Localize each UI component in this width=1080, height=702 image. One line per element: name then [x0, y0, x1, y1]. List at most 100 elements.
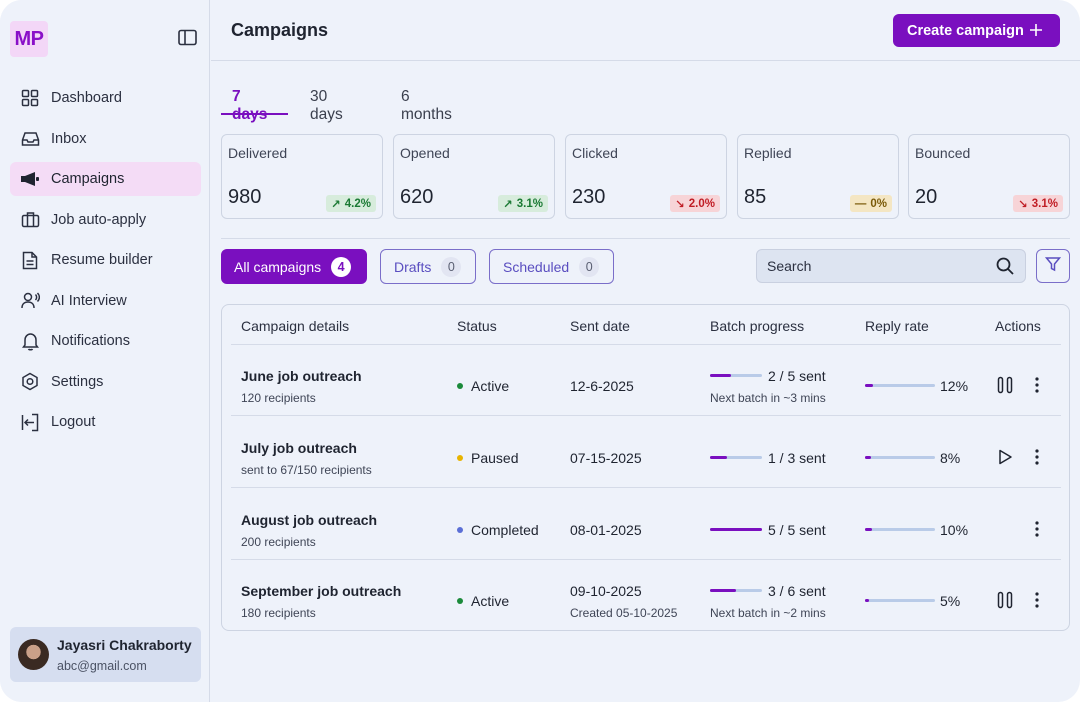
trend-flat-icon: — — [854, 197, 867, 210]
stat-label: Bounced — [915, 145, 971, 161]
sidebar-item-label: Dashboard — [51, 90, 122, 106]
trend-value: 3.1% — [1031, 197, 1058, 210]
briefcase-icon — [20, 210, 40, 230]
reply-rate-fill — [865, 384, 874, 387]
sidebar-item-resume-builder[interactable]: Resume builder — [10, 243, 201, 277]
trend-up-icon: ↗ — [331, 198, 341, 211]
sidebar-item-label: AI Interview — [51, 292, 127, 309]
stat-label: Clicked — [572, 145, 618, 161]
campaign-name: August job outreach — [241, 512, 378, 528]
sidebar-item-notifications[interactable]: Notifications — [10, 324, 201, 358]
stat-card-opened: Opened 620 ↗ 3.1% — [393, 134, 555, 219]
reply-rate-bar — [865, 384, 935, 387]
play-icon[interactable] — [996, 448, 1014, 466]
batch-progress-fill — [710, 374, 731, 377]
bell-icon — [20, 331, 40, 351]
status-badge: Active — [457, 593, 509, 609]
sidebar-item-ai-interview[interactable]: AI Interview — [10, 284, 201, 318]
batch-count: 3 / 6 sent — [768, 583, 826, 599]
column-header: Status — [457, 318, 497, 334]
status-label: Paused — [471, 450, 519, 466]
sidebar-item-label: Inbox — [51, 130, 87, 147]
sent-date: 09-10-2025 — [570, 583, 642, 599]
more-options-icon[interactable] — [1028, 376, 1046, 394]
more-options-icon[interactable] — [1028, 520, 1046, 538]
more-options-icon[interactable] — [1028, 448, 1046, 466]
batch-progress-fill — [710, 589, 736, 592]
create-campaign-button[interactable]: Create campaign — [893, 14, 1060, 47]
filter-all-campaigns[interactable]: All campaigns 4 — [221, 249, 367, 284]
user-profile-card[interactable]: Jayasri Chakraborty abc@gmail.com — [10, 627, 201, 682]
search-input[interactable] — [756, 249, 1026, 283]
sidebar-toggle-icon[interactable] — [178, 29, 198, 47]
stat-label: Opened — [400, 145, 450, 161]
status-dot — [457, 527, 463, 534]
status-badge: Active — [457, 378, 509, 394]
sidebar-item-label: Notifications — [51, 333, 130, 349]
trend-badge: ↘ 2.0% — [670, 195, 720, 212]
header-divider — [231, 344, 1061, 345]
stat-card-clicked: Clicked 230 ↘ 2.0% — [565, 134, 727, 219]
reply-rate-fill — [865, 599, 869, 602]
stat-card-bounced: Bounced 20 ↘ 3.1% — [908, 134, 1070, 219]
page-title: Campaigns — [231, 20, 329, 40]
stat-value: 620 — [400, 186, 434, 208]
filter-button[interactable] — [1036, 249, 1070, 283]
next-batch-note: Next batch in ~3 mins — [710, 391, 826, 405]
status-label: Active — [471, 593, 510, 609]
status-badge: Paused — [457, 450, 518, 466]
sidebar-item-inbox[interactable]: Inbox — [10, 122, 201, 156]
sidebar-item-job-auto-apply[interactable]: Job auto-apply — [10, 203, 201, 237]
sidebar: MP Dashboard Inbox Campaigns Job auto-ap… — [0, 0, 210, 702]
column-header: Actions — [995, 318, 1041, 334]
stat-card-replied: Replied 85 —0% — [737, 134, 899, 219]
sidebar-item-campaigns[interactable]: Campaigns — [10, 162, 201, 196]
batch-progress-bar — [710, 456, 762, 459]
trend-value: 3.1% — [516, 197, 543, 210]
trend-badge: ↘ 3.1% — [1013, 195, 1063, 212]
pause-icon[interactable] — [996, 591, 1014, 609]
status-dot — [457, 383, 463, 390]
avatar — [18, 639, 49, 670]
campaign-recipients: 180 recipients — [241, 606, 316, 620]
status-label: Completed — [471, 522, 539, 538]
sidebar-item-settings[interactable]: Settings — [10, 365, 201, 399]
filter-drafts[interactable]: Drafts 0 — [380, 249, 476, 284]
stat-value: 85 — [744, 186, 767, 208]
search-icon[interactable] — [995, 256, 1015, 276]
reply-rate-bar — [865, 528, 935, 531]
logo: MP — [10, 21, 48, 57]
pause-icon[interactable] — [996, 376, 1014, 394]
sidebar-item-logout[interactable]: Logout — [10, 405, 201, 439]
stat-label: Replied — [744, 145, 792, 161]
trend-up-icon: ↗ — [503, 198, 513, 211]
batch-count: 2 / 5 sent — [768, 368, 826, 384]
stat-label: Delivered — [228, 145, 288, 161]
chip-label: All campaigns — [234, 258, 322, 275]
campaign-name: July job outreach — [241, 440, 357, 456]
trend-down-icon: ↘ — [675, 198, 685, 211]
campaign-name: June job outreach — [241, 368, 362, 384]
user-name: Jayasri Chakraborty — [57, 637, 192, 653]
campaign-recipients: sent to 67/150 recipients — [241, 463, 372, 477]
sidebar-nav: Dashboard Inbox Campaigns Job auto-apply… — [10, 81, 201, 446]
page-header: Campaigns Create campaign — [211, 0, 1080, 61]
chip-count: 0 — [579, 256, 600, 277]
tab-30-days[interactable]: 30 days — [310, 88, 343, 123]
section-divider — [221, 238, 1070, 239]
sidebar-item-label: Logout — [51, 414, 96, 430]
batch-progress-bar — [710, 374, 762, 377]
chip-count: 4 — [331, 256, 352, 277]
sent-date: 07-15-2025 — [570, 450, 642, 466]
stat-card-delivered: Delivered 980 ↗ 4.2% — [221, 134, 383, 219]
stat-value: 980 — [228, 186, 262, 208]
grid-icon — [20, 88, 40, 108]
campaigns-table: Campaign details Status Sent date Batch … — [221, 304, 1070, 631]
more-options-icon[interactable] — [1028, 591, 1046, 609]
sidebar-item-dashboard[interactable]: Dashboard — [10, 81, 201, 115]
active-tab-underline — [221, 113, 288, 115]
column-header: Batch progress — [710, 318, 805, 334]
batch-count: 5 / 5 sent — [768, 522, 826, 538]
tab-6-months[interactable]: 6 months — [401, 88, 452, 123]
filter-scheduled[interactable]: Scheduled 0 — [489, 249, 614, 284]
